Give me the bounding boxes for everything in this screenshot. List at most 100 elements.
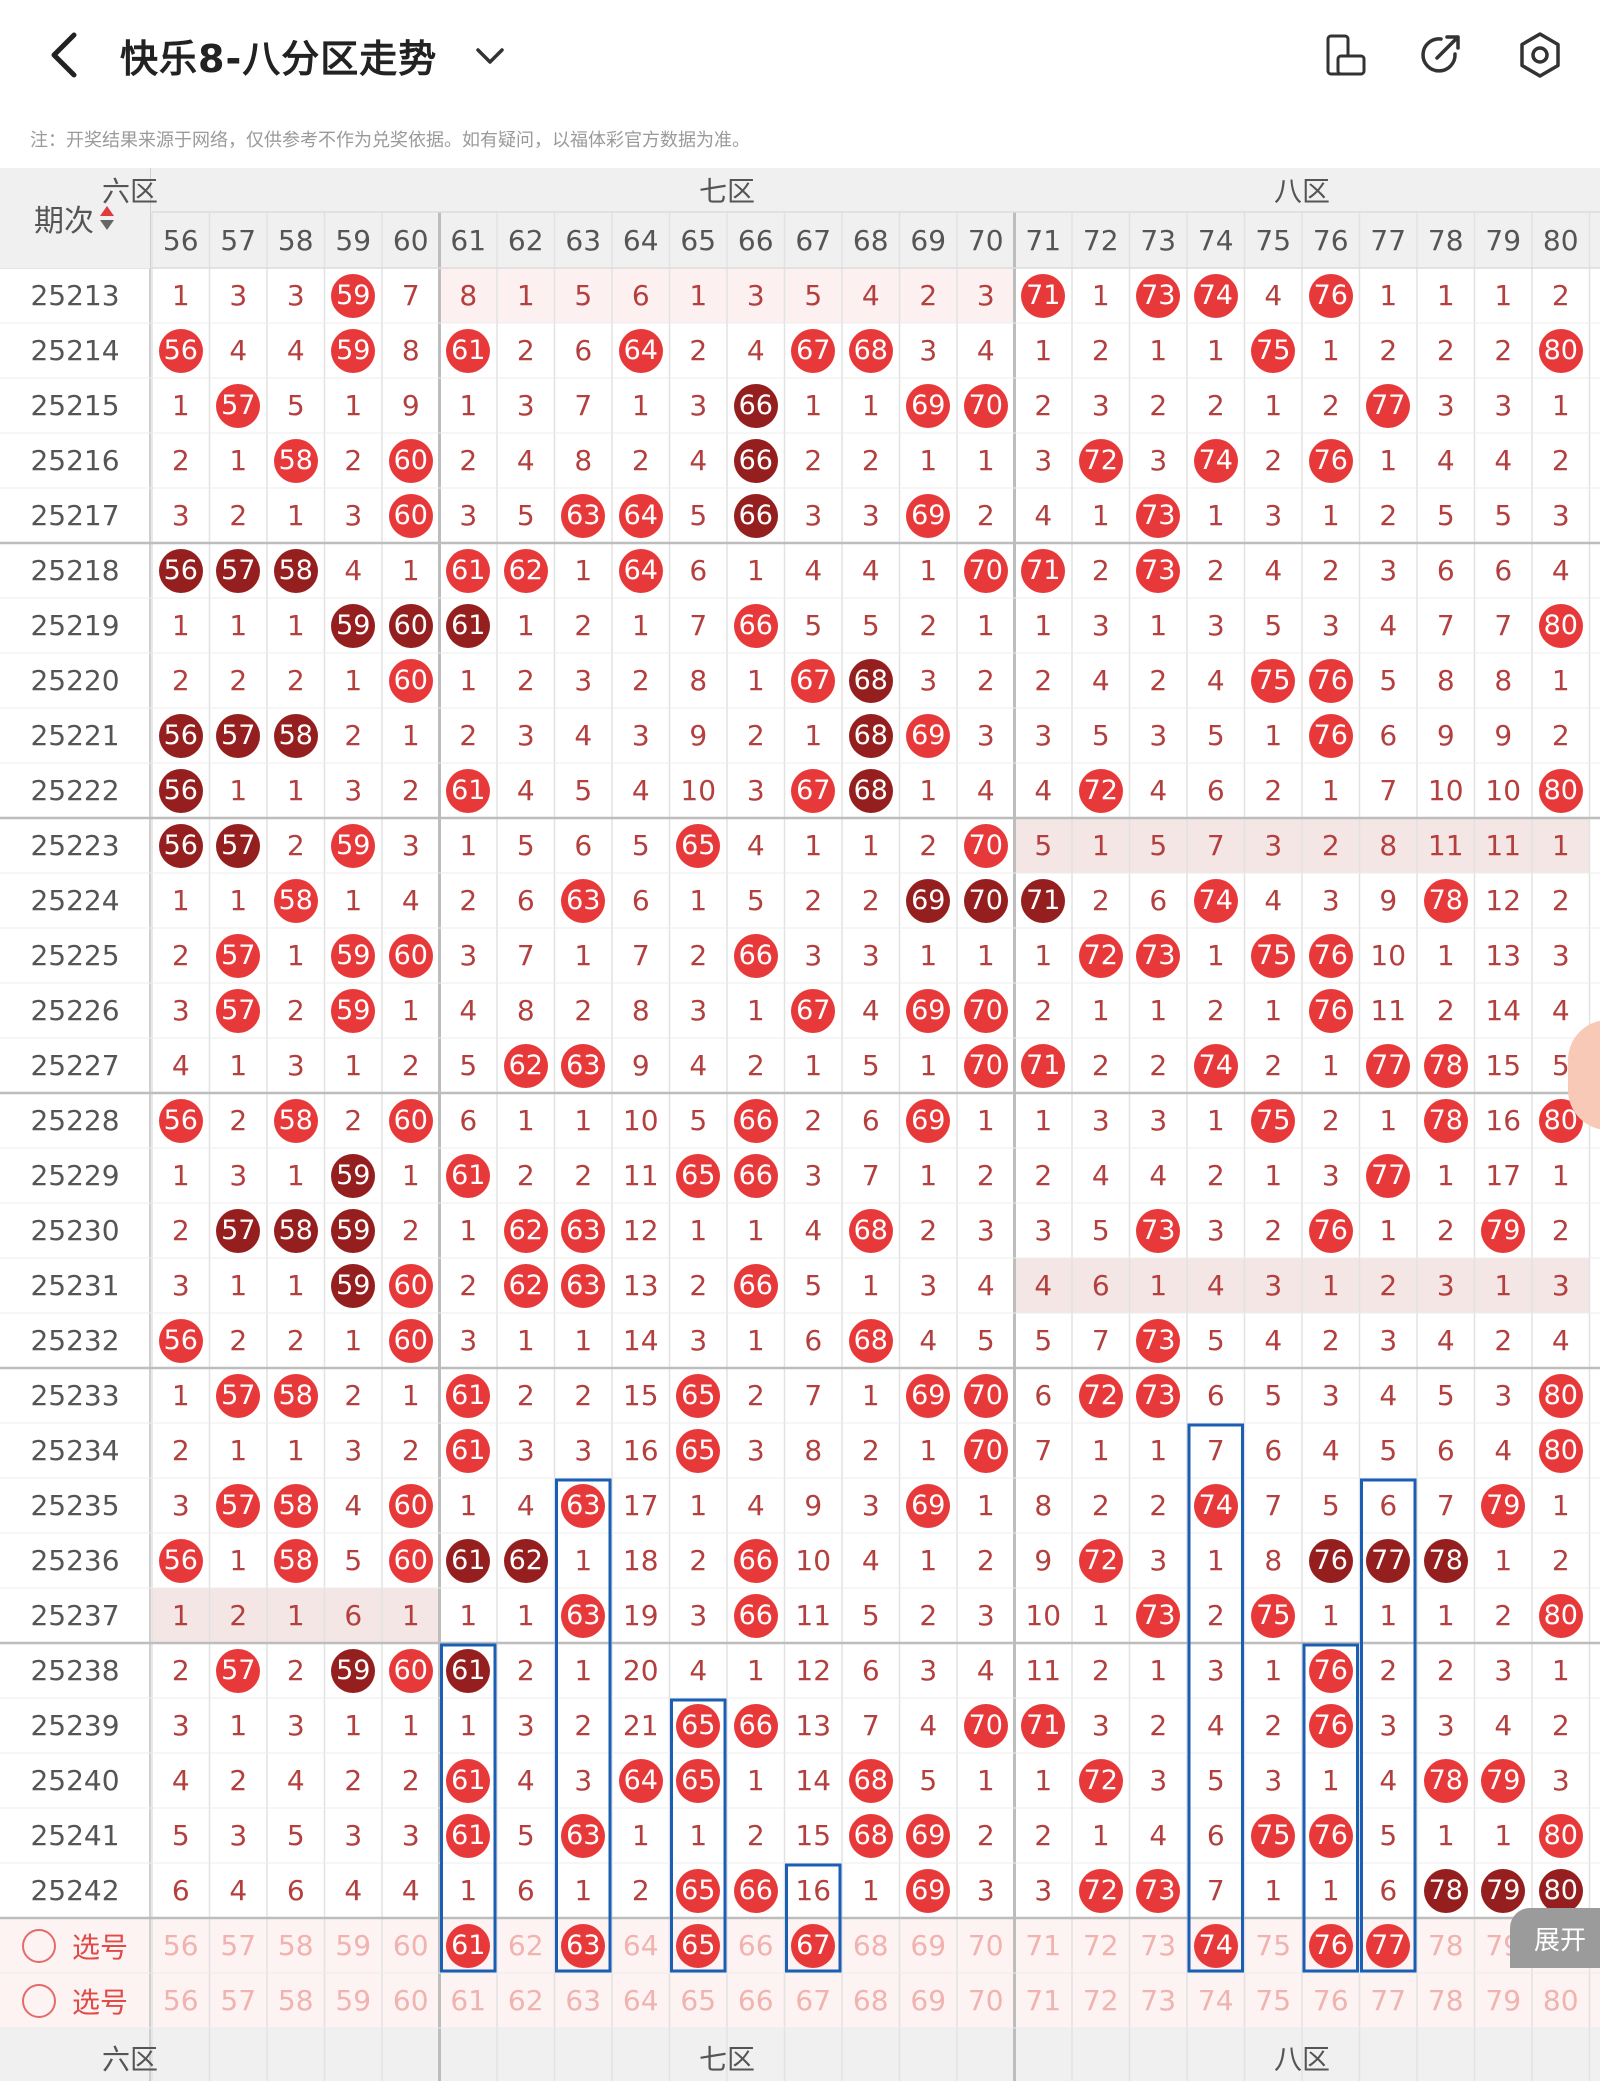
omission-cell: 2 [1034,664,1053,697]
select-number[interactable]: 57 [220,1984,257,2017]
omission-cell: 2 [1206,1159,1225,1192]
selected-number-ball[interactable]: 74 [1193,1923,1238,1968]
selected-number-ball[interactable]: 63 [561,1923,606,1968]
omission-cell: 8 [516,994,535,1027]
select-number[interactable]: 79 [1485,1984,1522,2017]
select-number[interactable]: 69 [910,1984,947,2017]
trend-highlight-box [1360,1478,1417,1973]
select-number[interactable]: 76 [1312,1984,1349,2017]
expand-button[interactable]: 展开 [1510,1908,1600,1968]
select-number[interactable]: 60 [392,1929,429,1962]
select-number[interactable]: 66 [737,1984,774,2017]
select-number[interactable]: 75 [1255,1929,1292,1962]
omission-cell: 2 [401,1049,420,1082]
select-number[interactable]: 65 [680,1984,717,2017]
selected-number-ball[interactable]: 61 [446,1923,491,1968]
select-number[interactable]: 72 [1082,1984,1119,2017]
omission-cell: 1 [1379,1599,1398,1632]
omission-cell: 3 [1264,1764,1283,1797]
select-number[interactable]: 67 [795,1984,832,2017]
drawn-number-ball: 73 [1136,1868,1181,1913]
omission-cell: 2 [229,1104,248,1137]
omission-cell: 1 [1264,719,1283,752]
select-number[interactable]: 77 [1370,1984,1407,2017]
omission-cell: 1 [229,1434,248,1467]
drawn-number-ball: 66 [733,1153,778,1198]
selected-number-ball[interactable]: 76 [1308,1923,1353,1968]
select-row-toggle[interactable]: 选号 [0,1973,150,2028]
select-number[interactable]: 66 [737,1929,774,1962]
select-number[interactable]: 60 [392,1984,429,2017]
select-number[interactable]: 62 [507,1984,544,2017]
select-number[interactable]: 56 [162,1984,199,2017]
omission-cell: 2 [574,1379,593,1412]
omission-cell: 4 [746,334,765,367]
selected-number-ball[interactable]: 77 [1366,1923,1411,1968]
drawn-number-ball: 68 [848,768,893,813]
drawn-number-ball: 63 [561,1483,606,1528]
period-header[interactable]: 期次 [0,168,150,268]
back-icon[interactable] [40,25,90,85]
omission-cell: 5 [1091,719,1110,752]
omission-cell: 2 [171,1654,190,1687]
select-number[interactable]: 71 [1025,1984,1062,2017]
omission-cell: 6 [1264,1434,1283,1467]
omission-cell: 2 [919,829,938,862]
selected-number-ball[interactable]: 65 [676,1923,721,1968]
omission-cell: 1 [1321,1269,1340,1302]
select-number[interactable]: 57 [220,1929,257,1962]
omission-cell: 2 [1436,1654,1455,1687]
page-title[interactable]: 快乐8-八分区走势 [120,37,438,81]
select-number[interactable]: 72 [1082,1929,1119,1962]
omission-cell: 19 [622,1599,659,1632]
radio-circle-icon[interactable] [21,1928,56,1963]
select-number[interactable]: 78 [1427,1984,1464,2017]
select-number[interactable]: 59 [335,1984,372,2017]
select-number[interactable]: 62 [507,1929,544,1962]
select-number[interactable]: 59 [335,1929,372,1962]
chevron-down-icon[interactable] [470,36,510,76]
select-number[interactable]: 71 [1025,1929,1062,1962]
select-number[interactable]: 68 [852,1984,889,2017]
radio-circle-icon[interactable] [21,1983,56,2018]
selected-number-ball[interactable]: 67 [791,1923,836,1968]
select-number[interactable]: 73 [1140,1929,1177,1962]
omission-cell: 2 [1551,1544,1570,1577]
select-number[interactable]: 64 [622,1929,659,1962]
drawn-number-ball: 75 [1251,1813,1296,1858]
period-cell: 25219 [30,609,120,642]
drawn-number-ball: 74 [1193,1483,1238,1528]
select-number[interactable]: 80 [1542,1984,1579,2017]
select-number[interactable]: 61 [450,1984,487,2017]
select-number[interactable]: 58 [277,1929,314,1962]
omission-cell: 4 [516,444,535,477]
omission-cell: 1 [401,1159,420,1192]
settings-icon[interactable] [1515,30,1565,80]
drawn-number-ball: 56 [158,1098,203,1143]
omission-cell: 7 [1206,1434,1225,1467]
omission-cell: 3 [1091,609,1110,642]
select-row-toggle[interactable]: 选号 [0,1918,150,1973]
omission-cell: 2 [171,939,190,972]
select-number[interactable]: 74 [1197,1984,1234,2017]
drawn-number-ball: 64 [618,328,663,373]
select-number[interactable]: 69 [910,1929,947,1962]
column-header: 60 [392,223,429,257]
select-number[interactable]: 70 [967,1929,1004,1962]
drawn-number-ball: 76 [1308,988,1353,1033]
select-number[interactable]: 73 [1140,1984,1177,2017]
screen-rotate-icon[interactable] [1320,30,1370,80]
select-number[interactable]: 70 [967,1984,1004,2017]
drawn-number-ball: 60 [388,1538,433,1583]
select-number[interactable]: 63 [565,1984,602,2017]
select-number[interactable]: 78 [1427,1929,1464,1962]
drawn-number-ball: 71 [1021,548,1066,593]
omission-cell: 2 [1091,1489,1110,1522]
omission-cell: 3 [1264,1269,1283,1302]
select-number[interactable]: 58 [277,1984,314,2017]
share-icon[interactable] [1415,30,1465,80]
select-number[interactable]: 56 [162,1929,199,1962]
select-number[interactable]: 75 [1255,1984,1292,2017]
select-number[interactable]: 64 [622,1984,659,2017]
select-number[interactable]: 68 [852,1929,889,1962]
